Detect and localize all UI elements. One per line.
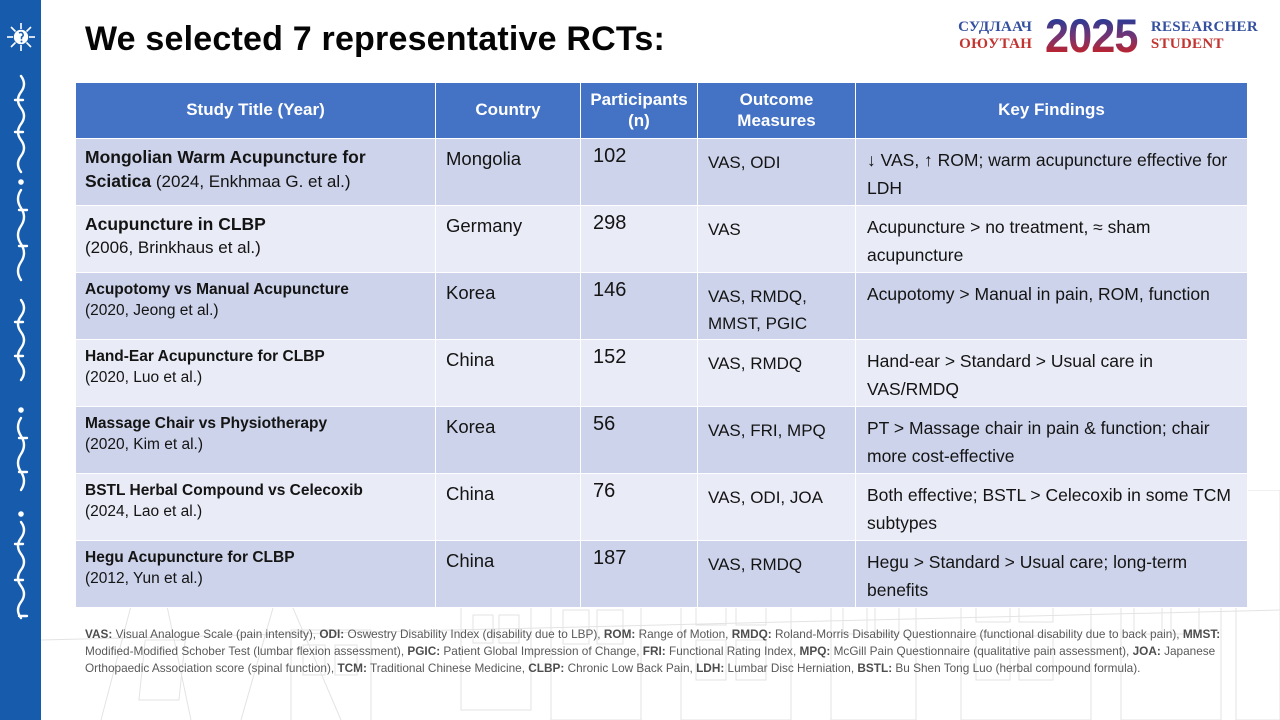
study-title-text: Hand-Ear Acupuncture for CLBP: [85, 348, 325, 365]
column-header-study-title: Study Title (Year): [75, 82, 436, 139]
key-findings-cell: Acupotomy > Manual in pain, ROM, functio…: [855, 272, 1248, 340]
participants-cell: 187: [580, 540, 698, 608]
study-title-text: Acupuncture in CLBP: [85, 214, 266, 234]
country-cell: Korea: [435, 272, 581, 340]
participants-cell: 146: [580, 272, 698, 340]
study-year-authors: (2020, Luo et al.): [85, 368, 203, 386]
table-row: Massage Chair vs Physiotherapy (2020, Kim…: [75, 406, 1248, 474]
logo-sudlaach: СУДЛААЧ: [958, 18, 1033, 35]
country-cell: Korea: [435, 406, 581, 474]
table-row: BSTL Herbal Compound vs Celecoxib (2024, …: [75, 473, 1248, 541]
outcome-measures-cell: VAS, RMDQ: [697, 339, 856, 407]
study-title-text: Massage Chair vs Physiotherapy: [85, 415, 328, 432]
outcome-measures-cell: VAS, FRI, MPQ: [697, 406, 856, 474]
study-title-cell: Acupuncture in CLBP (2006, Brinkhaus et a…: [75, 205, 436, 273]
outcome-measures-cell: VAS: [697, 205, 856, 273]
outcome-measures-cell: VAS, RMDQ, MMST, PGIC: [697, 272, 856, 340]
study-title-text: Acupotomy vs Manual Acupuncture: [85, 281, 349, 298]
column-header-participants: Participants (n): [580, 82, 698, 139]
participants-cell: 102: [580, 138, 698, 206]
table-row: Mongolian Warm Acupuncture for Sciatica …: [75, 138, 1248, 206]
study-year-authors: (2020, Kim et al.): [85, 435, 204, 453]
participants-cell: 152: [580, 339, 698, 407]
study-title-cell: Acupotomy vs Manual Acupuncture (2020, Je…: [75, 272, 436, 340]
rct-table-header: Study Title (Year) Country Participants …: [75, 82, 1248, 139]
logo-student: STUDENT: [1150, 35, 1224, 52]
table-row: Acupotomy vs Manual Acupuncture (2020, Je…: [75, 272, 1248, 340]
researcher-student-2025-logo: СУДЛААЧ ОЮУТАН 2025 RESEARCHER STUDENT: [958, 12, 1258, 59]
footnote: VAS: Visual Analogue Scale (pain intensi…: [85, 627, 1221, 675]
logo-year-2025: 2025: [1045, 9, 1138, 62]
outcome-measures-cell: VAS, RMDQ: [697, 540, 856, 608]
medical-sun-emblem-icon: [6, 23, 35, 51]
key-findings-cell: Hand-ear > Standard > Usual care in VAS/…: [855, 339, 1248, 407]
key-findings-cell: Acupuncture > no treatment, ≈ sham acupu…: [855, 205, 1248, 273]
participants-cell: 56: [580, 406, 698, 474]
table-row: Hand-Ear Acupuncture for CLBP (2020, Luo …: [75, 339, 1248, 407]
column-header-outcome-measures: Outcome Measures: [697, 82, 856, 139]
logo-mongolian-text: СУДЛААЧ ОЮУТАН: [958, 19, 1032, 53]
study-title-text: BSTL Herbal Compound vs Celecoxib: [85, 482, 363, 499]
column-header-country: Country: [435, 82, 581, 139]
key-findings-cell: Both effective; BSTL > Celecoxib in some…: [855, 473, 1248, 541]
key-findings-cell: Hegu > Standard > Usual care; long-term …: [855, 540, 1248, 608]
study-year-authors: (2006, Brinkhaus et al.): [85, 237, 261, 257]
study-title-cell: Hegu Acupuncture for CLBP (2012, Yun et a…: [75, 540, 436, 608]
column-header-key-findings: Key Findings: [855, 82, 1248, 139]
study-title-cell: Hand-Ear Acupuncture for CLBP (2020, Luo …: [75, 339, 436, 407]
rct-table: Study Title (Year) Country Participants …: [75, 82, 1248, 608]
study-title-text: Hegu Acupuncture for CLBP: [85, 549, 295, 566]
study-year-authors: (2012, Yun et al.): [85, 569, 203, 587]
study-title-cell: BSTL Herbal Compound vs Celecoxib (2024, …: [75, 473, 436, 541]
logo-researcher: RESEARCHER: [1150, 18, 1258, 35]
logo-oyutan: ОЮУТАН: [959, 35, 1033, 52]
participants-cell: 298: [580, 205, 698, 273]
country-cell: Germany: [435, 205, 581, 273]
study-year-authors: (2024, Enkhmaa G. et al.): [151, 171, 351, 191]
study-year-authors: (2024, Lao et al.): [85, 502, 203, 520]
mongolian-vertical-script: [13, 74, 28, 620]
logo-english-text: RESEARCHER STUDENT: [1151, 19, 1258, 53]
sidebar: [0, 0, 41, 720]
country-cell: China: [435, 473, 581, 541]
study-title-cell: Massage Chair vs Physiotherapy (2020, Kim…: [75, 406, 436, 474]
table-row: Acupuncture in CLBP (2006, Brinkhaus et a…: [75, 205, 1248, 273]
rct-table-body: Mongolian Warm Acupuncture for Sciatica …: [75, 138, 1248, 608]
study-title-cell: Mongolian Warm Acupuncture for Sciatica …: [75, 138, 436, 206]
country-cell: Mongolia: [435, 138, 581, 206]
country-cell: China: [435, 540, 581, 608]
key-findings-cell: ↓ VAS, ↑ ROM; warm acupuncture effective…: [855, 138, 1248, 206]
key-findings-cell: PT > Massage chair in pain & function; c…: [855, 406, 1248, 474]
study-title-text: Mongolian Warm Acupuncture for Sciatica: [85, 147, 366, 191]
table-row: Hegu Acupuncture for CLBP (2012, Yun et a…: [75, 540, 1248, 608]
participants-cell: 76: [580, 473, 698, 541]
outcome-measures-cell: VAS, ODI, JOA: [697, 473, 856, 541]
study-year-authors: (2020, Jeong et al.): [85, 301, 219, 319]
slide-title: We selected 7 representative RCTs:: [85, 20, 666, 58]
outcome-measures-cell: VAS, ODI: [697, 138, 856, 206]
country-cell: China: [435, 339, 581, 407]
